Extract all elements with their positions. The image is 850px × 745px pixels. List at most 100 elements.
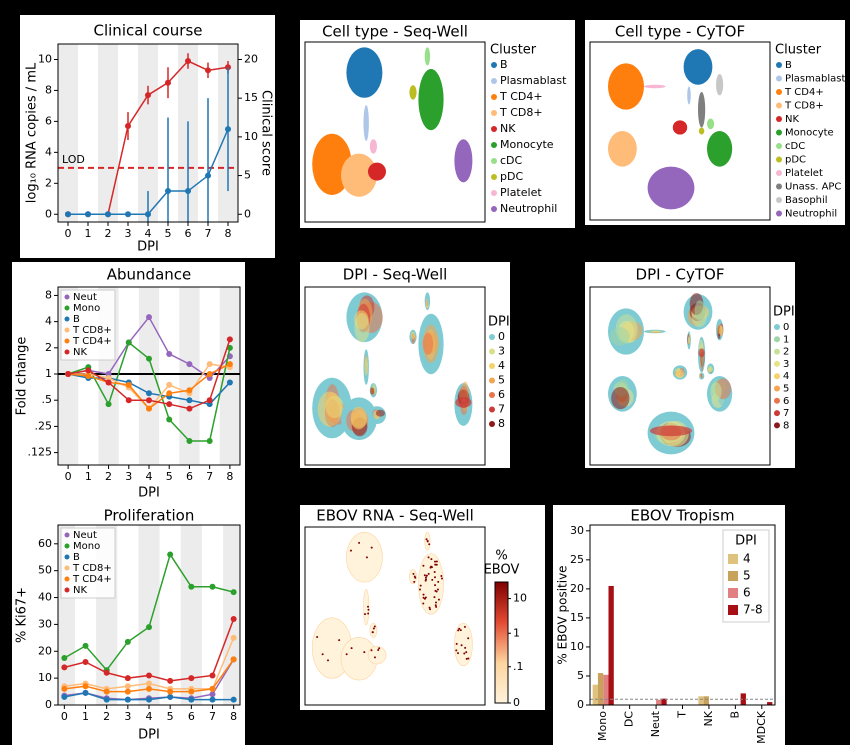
y-tick-label: 10	[38, 671, 52, 684]
plot-frame	[304, 41, 486, 223]
infected-cell	[367, 612, 370, 615]
infected-cell	[425, 574, 428, 577]
legend-swatch	[776, 183, 782, 190]
legend-swatch	[776, 143, 782, 149]
y-tick-label: 4	[45, 145, 52, 158]
y-tick-label: .25	[35, 419, 53, 432]
data-point	[146, 314, 152, 321]
data-point	[146, 405, 152, 412]
y-tick-label: 5	[577, 669, 584, 682]
infected-cell	[430, 558, 433, 561]
cell-cloud	[648, 331, 663, 333]
infected-cell	[459, 629, 462, 632]
legend-swatch	[774, 324, 780, 330]
legend-swatch	[489, 392, 495, 398]
y-tick-label: 25	[570, 553, 584, 566]
x-tick-label: 3	[125, 227, 132, 240]
legend-label: Platelet	[500, 186, 542, 199]
infected-cell	[431, 578, 434, 581]
x-tick-label: 4	[145, 227, 152, 240]
cell-cloud	[611, 386, 630, 410]
legend-title: DPI	[735, 534, 757, 549]
series	[61, 616, 237, 684]
colorbar-label: EBOV	[484, 563, 520, 578]
infected-cell	[426, 540, 429, 543]
x-tick-label: 4	[146, 470, 153, 483]
legend-swatch	[64, 576, 70, 582]
cell-cloud	[346, 47, 383, 98]
infected-cell	[367, 605, 370, 608]
cell-cloud	[717, 324, 721, 335]
cell-cloud	[409, 569, 417, 585]
infected-cell	[321, 653, 324, 656]
legend-swatch	[774, 336, 780, 343]
data-point	[61, 664, 68, 671]
legend-swatch	[489, 363, 495, 369]
infected-cell	[434, 604, 437, 607]
infected-cell	[457, 629, 460, 632]
y-axis-label: % EBOV positive	[556, 565, 570, 664]
legend-swatch	[489, 406, 495, 413]
infected-cell	[460, 644, 463, 647]
infected-cell	[422, 602, 425, 605]
infected-cell	[428, 606, 431, 609]
infected-cell	[467, 637, 470, 640]
y-tick-label: 20	[38, 644, 52, 657]
series	[61, 656, 237, 695]
x-tick-label: 7	[209, 710, 216, 723]
infected-cell	[365, 556, 368, 559]
data-point	[186, 397, 193, 404]
data-point	[125, 381, 132, 388]
infected-cell	[425, 538, 428, 541]
data-point	[125, 211, 131, 218]
legend-label: 0	[498, 330, 505, 343]
panel-title: DPI - CyTOF	[636, 266, 725, 284]
x-tick-label: Neut	[649, 710, 662, 737]
cell-cloud	[410, 331, 416, 340]
infected-cell	[363, 651, 366, 654]
legend-swatch	[491, 78, 497, 84]
bar	[740, 693, 746, 705]
infected-cell	[463, 652, 466, 655]
legend-swatch	[774, 348, 780, 355]
infected-cell	[464, 646, 467, 649]
data-point	[230, 634, 237, 641]
cell-cloud	[674, 368, 681, 377]
panel: EBOV RNA - Seq-Well 0 .1 1 10%EBOV	[300, 505, 545, 710]
y-tick-label: 30	[38, 617, 52, 630]
shade-band	[138, 525, 160, 705]
y-axis-label: log₁₀ RNA copies / mL	[25, 62, 40, 203]
data-point	[124, 696, 131, 703]
legend-swatch	[776, 156, 782, 163]
x-tick-label: 8	[225, 227, 232, 240]
data-point	[206, 371, 213, 378]
infected-cell	[370, 649, 373, 652]
infected-cell	[427, 572, 430, 575]
data-point	[205, 172, 211, 179]
legend-label: Plasmablast	[785, 74, 845, 85]
data-point	[188, 675, 195, 682]
legend-swatch	[774, 373, 780, 380]
legend-label: T CD8+	[784, 101, 824, 112]
x-tick-label: 8	[230, 710, 237, 723]
infected-cell	[465, 657, 468, 660]
series	[65, 67, 231, 222]
colorbar-label: %	[495, 549, 507, 564]
cell-cloud	[716, 74, 724, 96]
shade-band	[98, 44, 118, 222]
x-tick-label: 8	[226, 470, 233, 483]
shade-band	[138, 287, 160, 465]
legend-swatch	[728, 588, 738, 598]
plot-frame	[304, 286, 486, 466]
legend-swatch	[489, 421, 495, 427]
legend-swatch	[728, 605, 738, 615]
data-point	[186, 437, 193, 444]
legend-swatch	[64, 338, 70, 344]
panel-title: DPI - Seq-Well	[343, 266, 448, 284]
cell-cloud	[375, 409, 385, 417]
infected-cell	[424, 578, 427, 581]
infected-cell	[467, 657, 470, 660]
legend-swatch	[776, 129, 782, 136]
data-point	[230, 656, 237, 663]
